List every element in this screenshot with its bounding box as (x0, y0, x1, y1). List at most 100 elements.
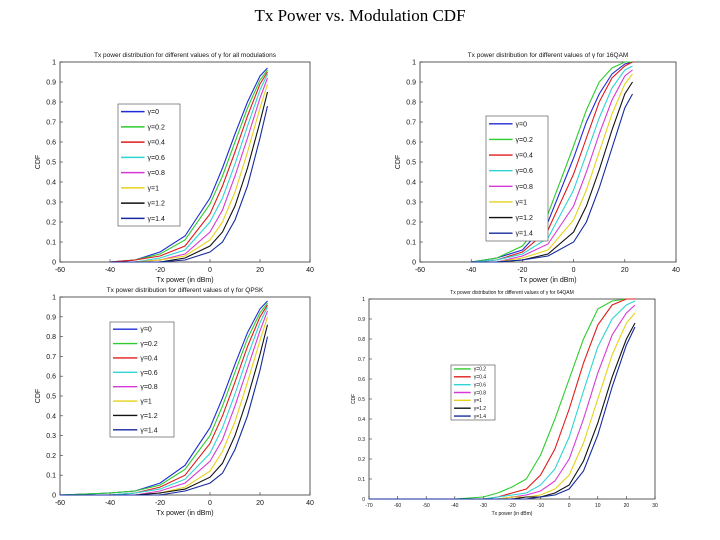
y-tick-label: 0.1 (46, 239, 56, 246)
legend-entry: γ=0.4 (474, 375, 487, 381)
x-tick-label: 10 (595, 503, 601, 509)
chart-16qam: Tx power distribution for different valu… (395, 52, 680, 284)
x-tick-label: 20 (621, 267, 629, 274)
x-tick-label: 20 (256, 500, 264, 507)
y-tick-label: 0.4 (358, 417, 365, 423)
legend-box (109, 321, 175, 438)
y-tick-label: 0.3 (46, 199, 56, 206)
y-tick-label: 0.7 (46, 119, 56, 126)
legend-entry: γ=0.4 (148, 140, 165, 147)
x-tick-label: 20 (624, 503, 630, 509)
y-tick-label: 0 (52, 492, 56, 499)
x-axis-label: Tx power (in dBm) (156, 510, 213, 517)
y-tick-label: 0.3 (46, 433, 56, 440)
legend-entry: γ=1 (140, 399, 152, 406)
legend-entry: γ=1.4 (140, 427, 157, 434)
series-line-8 (471, 93, 633, 263)
x-tick-label: -20 (155, 267, 165, 274)
x-tick-label: 0 (572, 267, 576, 274)
plot-area (59, 296, 311, 496)
x-axis-label: Tx power (in dBm) (156, 277, 213, 284)
y-tick-label: 0.2 (406, 219, 416, 226)
y-tick-label: 0.4 (46, 413, 56, 420)
x-tick-label: 30 (652, 503, 658, 509)
legend-entry: γ=1.2 (474, 406, 487, 412)
x-tick-label: -70 (365, 503, 372, 509)
series-line-5 (471, 69, 633, 263)
x-tick-label: -10 (537, 503, 544, 509)
chart-title: Tx power distribution for different valu… (107, 287, 264, 294)
y-tick-label: 0 (412, 259, 416, 266)
legend-entry: γ=0.6 (474, 382, 487, 388)
y-tick-label: 0.8 (406, 99, 416, 106)
x-tick-label: -20 (517, 267, 527, 274)
y-axis-label: CDF (395, 155, 402, 169)
series-line-7 (369, 326, 636, 500)
x-tick-label: -30 (480, 503, 487, 509)
x-tick-label: 20 (256, 267, 264, 274)
series-line-1 (109, 67, 268, 263)
legend-entry: γ=1 (474, 398, 482, 404)
x-axis-label: Tx power (in dBm) (519, 277, 576, 284)
y-tick-label: 0.5 (406, 159, 416, 166)
y-tick-label: 0.7 (406, 119, 416, 126)
x-tick-label: -60 (55, 500, 65, 507)
x-tick-label: -20 (508, 503, 515, 509)
plot-area (59, 61, 311, 263)
x-tick-label: -40 (105, 500, 115, 507)
y-tick-label: 1 (52, 59, 56, 66)
y-tick-label: 0.8 (358, 337, 365, 343)
y-axis-label: CDF (35, 155, 42, 169)
legend-entry: γ=1.4 (148, 216, 165, 223)
y-tick-label: 0.9 (46, 314, 56, 321)
series-line-1 (369, 298, 635, 500)
x-tick-label: 40 (672, 267, 680, 274)
legend-entry: γ=0.6 (148, 155, 165, 162)
page-title: Tx Power vs. Modulation CDF (254, 6, 466, 25)
x-tick-label: 0 (208, 267, 212, 274)
series-line-6 (471, 73, 633, 263)
y-tick-label: 0.6 (358, 377, 365, 383)
x-tick-label: -60 (415, 267, 425, 274)
y-tick-label: 1 (52, 294, 56, 301)
series-line-1 (471, 61, 633, 263)
chart-title: Tx power distribution for different valu… (94, 52, 277, 59)
x-tick-label: -60 (55, 267, 65, 274)
x-tick-label: -20 (155, 500, 165, 507)
y-tick-label: 1 (412, 59, 416, 66)
series-line-4 (110, 73, 268, 263)
legend-entry: γ=0.4 (516, 153, 533, 160)
x-tick-label: 40 (306, 500, 314, 507)
series-line-3 (471, 61, 633, 263)
legend-entry: γ=1.2 (148, 201, 165, 208)
x-tick-label: 40 (306, 267, 314, 274)
x-tick-label: -60 (394, 503, 401, 509)
series-line-3 (109, 71, 268, 263)
y-tick-label: 0.9 (358, 317, 365, 323)
legend-entry: γ=0 (516, 121, 528, 128)
legend-entry: γ=0.2 (148, 124, 165, 131)
y-tick-label: 0 (362, 497, 365, 503)
y-tick-label: 0.2 (46, 453, 56, 460)
y-tick-label: 0.8 (46, 99, 56, 106)
y-axis-label: CDF (35, 389, 42, 403)
legend-entry: γ=0.2 (140, 341, 157, 348)
y-tick-label: 0.6 (406, 139, 416, 146)
y-tick-label: 0.3 (406, 199, 416, 206)
legend-entry: γ=1.4 (516, 231, 533, 238)
chart-all-modulations: Tx power distribution for different valu… (35, 52, 314, 284)
y-tick-label: 0.9 (406, 79, 416, 86)
y-tick-label: 0.4 (46, 179, 56, 186)
y-tick-label: 0.1 (406, 239, 416, 246)
legend-entry: γ=1 (148, 185, 160, 192)
chart-qpsk: Tx power distribution for different valu… (35, 287, 314, 517)
y-tick-label: 0.2 (358, 457, 365, 463)
x-tick-label: -40 (466, 267, 476, 274)
x-tick-label: 0 (568, 503, 571, 509)
legend-box (485, 115, 549, 242)
y-tick-label: 0.8 (46, 334, 56, 341)
y-tick-label: 0.7 (358, 357, 365, 363)
x-tick-label: -40 (105, 267, 115, 274)
y-tick-label: 0.6 (46, 139, 56, 146)
series-line-2 (471, 61, 633, 263)
